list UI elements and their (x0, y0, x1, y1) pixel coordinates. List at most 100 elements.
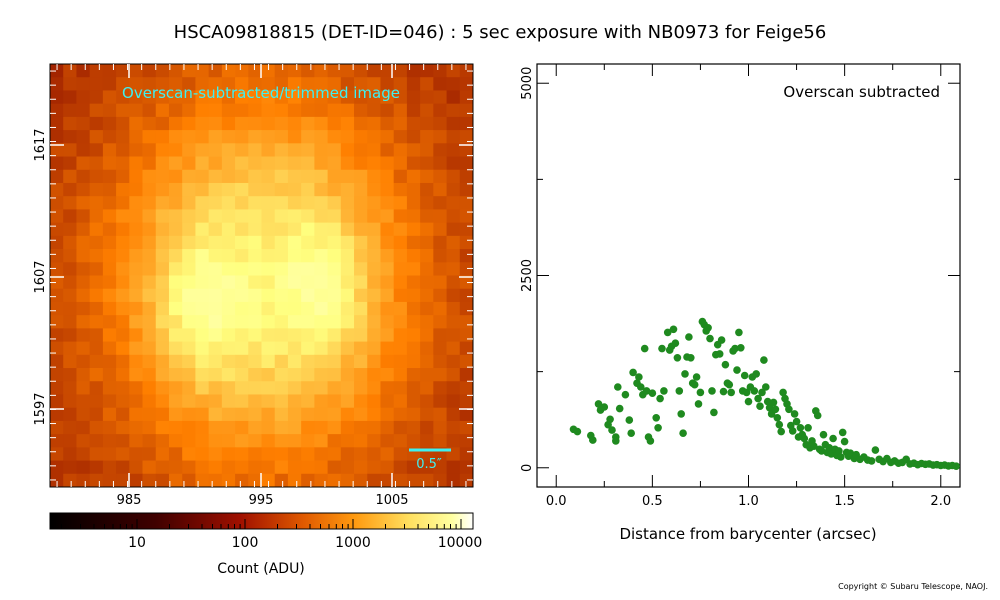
image-pixel (367, 328, 381, 342)
image-pixel (63, 249, 77, 263)
image-pixel (327, 275, 342, 290)
scatter-point (648, 389, 657, 398)
image-pixel (446, 77, 461, 91)
image-pixel (142, 368, 157, 382)
image-pixel (50, 288, 64, 303)
image-pixel (50, 103, 64, 118)
image-pixel (367, 301, 381, 316)
image-pixel (235, 315, 249, 329)
image-pixel (221, 328, 236, 342)
image-pixel (287, 434, 302, 448)
image-pixel (327, 222, 342, 237)
image-pixel (182, 196, 196, 210)
image-pixel (102, 209, 117, 224)
image-pixel (420, 209, 434, 224)
image-pixel (459, 315, 474, 329)
image-pixel (102, 235, 117, 250)
image-pixel (116, 130, 130, 144)
image-pixel (314, 182, 328, 197)
image-pixel (168, 249, 183, 263)
image-pixel (301, 315, 315, 329)
image-pixel (129, 473, 143, 488)
image-pixel (208, 420, 223, 435)
image-pixel (367, 394, 381, 409)
image-pixel (327, 341, 342, 356)
scatter-point (952, 462, 960, 471)
image-pixel (420, 288, 434, 303)
image-pixel (89, 288, 104, 303)
image-pixel (367, 209, 381, 224)
image-pixel (129, 103, 143, 118)
image-pixel (367, 143, 381, 157)
image-pixel (182, 301, 196, 316)
image-pixel (340, 301, 355, 316)
image-pixel (420, 460, 434, 475)
image-pixel (248, 196, 262, 210)
image-pixel (208, 169, 223, 184)
scatter-point (635, 373, 643, 381)
image-pixel (221, 407, 236, 422)
image-pixel (116, 447, 130, 461)
image-pixel (287, 315, 302, 329)
scatter-point (614, 383, 622, 391)
image-pixel (235, 143, 249, 157)
plot-frame (536, 63, 961, 488)
scatter-point (773, 414, 782, 422)
image-pixel (102, 341, 117, 356)
image-pixel (327, 116, 342, 131)
image-pixel (235, 301, 249, 316)
image-pixel (459, 262, 474, 276)
image-pixel (433, 196, 447, 210)
image-pixel (367, 196, 381, 210)
image-pixel (208, 235, 223, 250)
image-pixel (63, 275, 77, 290)
image-pixel (406, 169, 421, 184)
image-pixel (261, 315, 276, 329)
scatter-point (777, 427, 785, 436)
image-pixel (406, 394, 421, 409)
image-pixel (235, 209, 249, 224)
image-pixel (208, 116, 223, 131)
image-pixel (76, 222, 91, 237)
image-pixel (195, 156, 210, 171)
image-pixel (261, 447, 276, 461)
image-pixel (327, 77, 342, 91)
image-pixel (433, 182, 447, 197)
image-pixel (142, 196, 157, 210)
image-pixel (446, 275, 461, 290)
image-pixel (459, 169, 474, 184)
image-pixel (142, 473, 157, 488)
image-pixel (63, 143, 77, 157)
y-tick-label: 5000 (520, 67, 535, 100)
image-pixel (221, 235, 236, 250)
image-pixel (50, 182, 64, 197)
image-pixel (129, 275, 143, 290)
image-pixel (354, 315, 368, 329)
image-pixel (287, 64, 302, 78)
image-pixel (89, 420, 104, 435)
image-pixel (261, 130, 276, 144)
image-pixel (195, 196, 210, 210)
image-pixel (50, 407, 64, 422)
image-pixel (393, 116, 408, 131)
image-pixel (142, 328, 157, 342)
image-pixel (208, 156, 223, 171)
image-pixel (116, 116, 130, 131)
image-pixel (221, 77, 236, 91)
image-pixel (155, 368, 170, 382)
image-pixel (129, 182, 143, 197)
image-pixel (327, 235, 342, 250)
image-pixel (248, 368, 262, 382)
image-pixel (274, 103, 289, 118)
image-pixel (340, 209, 355, 224)
image-pixel (76, 130, 91, 144)
scatter-point (640, 344, 649, 353)
image-pixel (142, 354, 157, 369)
image-pixel (63, 328, 77, 342)
image-pixel (168, 64, 183, 78)
scatter-point (594, 400, 603, 408)
scatter-point (673, 354, 682, 362)
image-pixel (155, 103, 170, 118)
image-pixel (155, 116, 170, 131)
image-pixel (50, 420, 64, 435)
